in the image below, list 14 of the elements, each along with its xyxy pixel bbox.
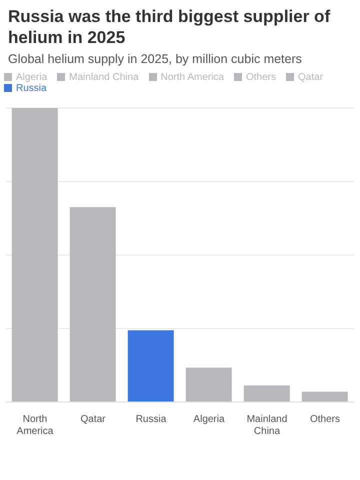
legend-label: Algeria	[16, 72, 48, 83]
legend-label: Others	[246, 72, 276, 83]
x-tick-label: Russia	[136, 414, 167, 425]
chart-title: Russia was the third biggest supplier of helium in 2025	[8, 6, 332, 48]
x-tick-label: North America	[16, 414, 54, 437]
x-tick-label: Others	[310, 414, 340, 425]
x-tick-label: Qatar	[80, 414, 106, 425]
x-tick-label: Mainland China	[246, 414, 288, 437]
chart-subtitle: Global helium supply in 2025, by million cubic meters	[8, 52, 303, 66]
x-tick-label: Algeria	[193, 414, 225, 425]
legend-label: Qatar	[298, 72, 324, 83]
legend-label: Russia	[16, 83, 47, 94]
legend-label: North America	[160, 72, 224, 83]
legend-label: Mainland China	[69, 72, 139, 83]
